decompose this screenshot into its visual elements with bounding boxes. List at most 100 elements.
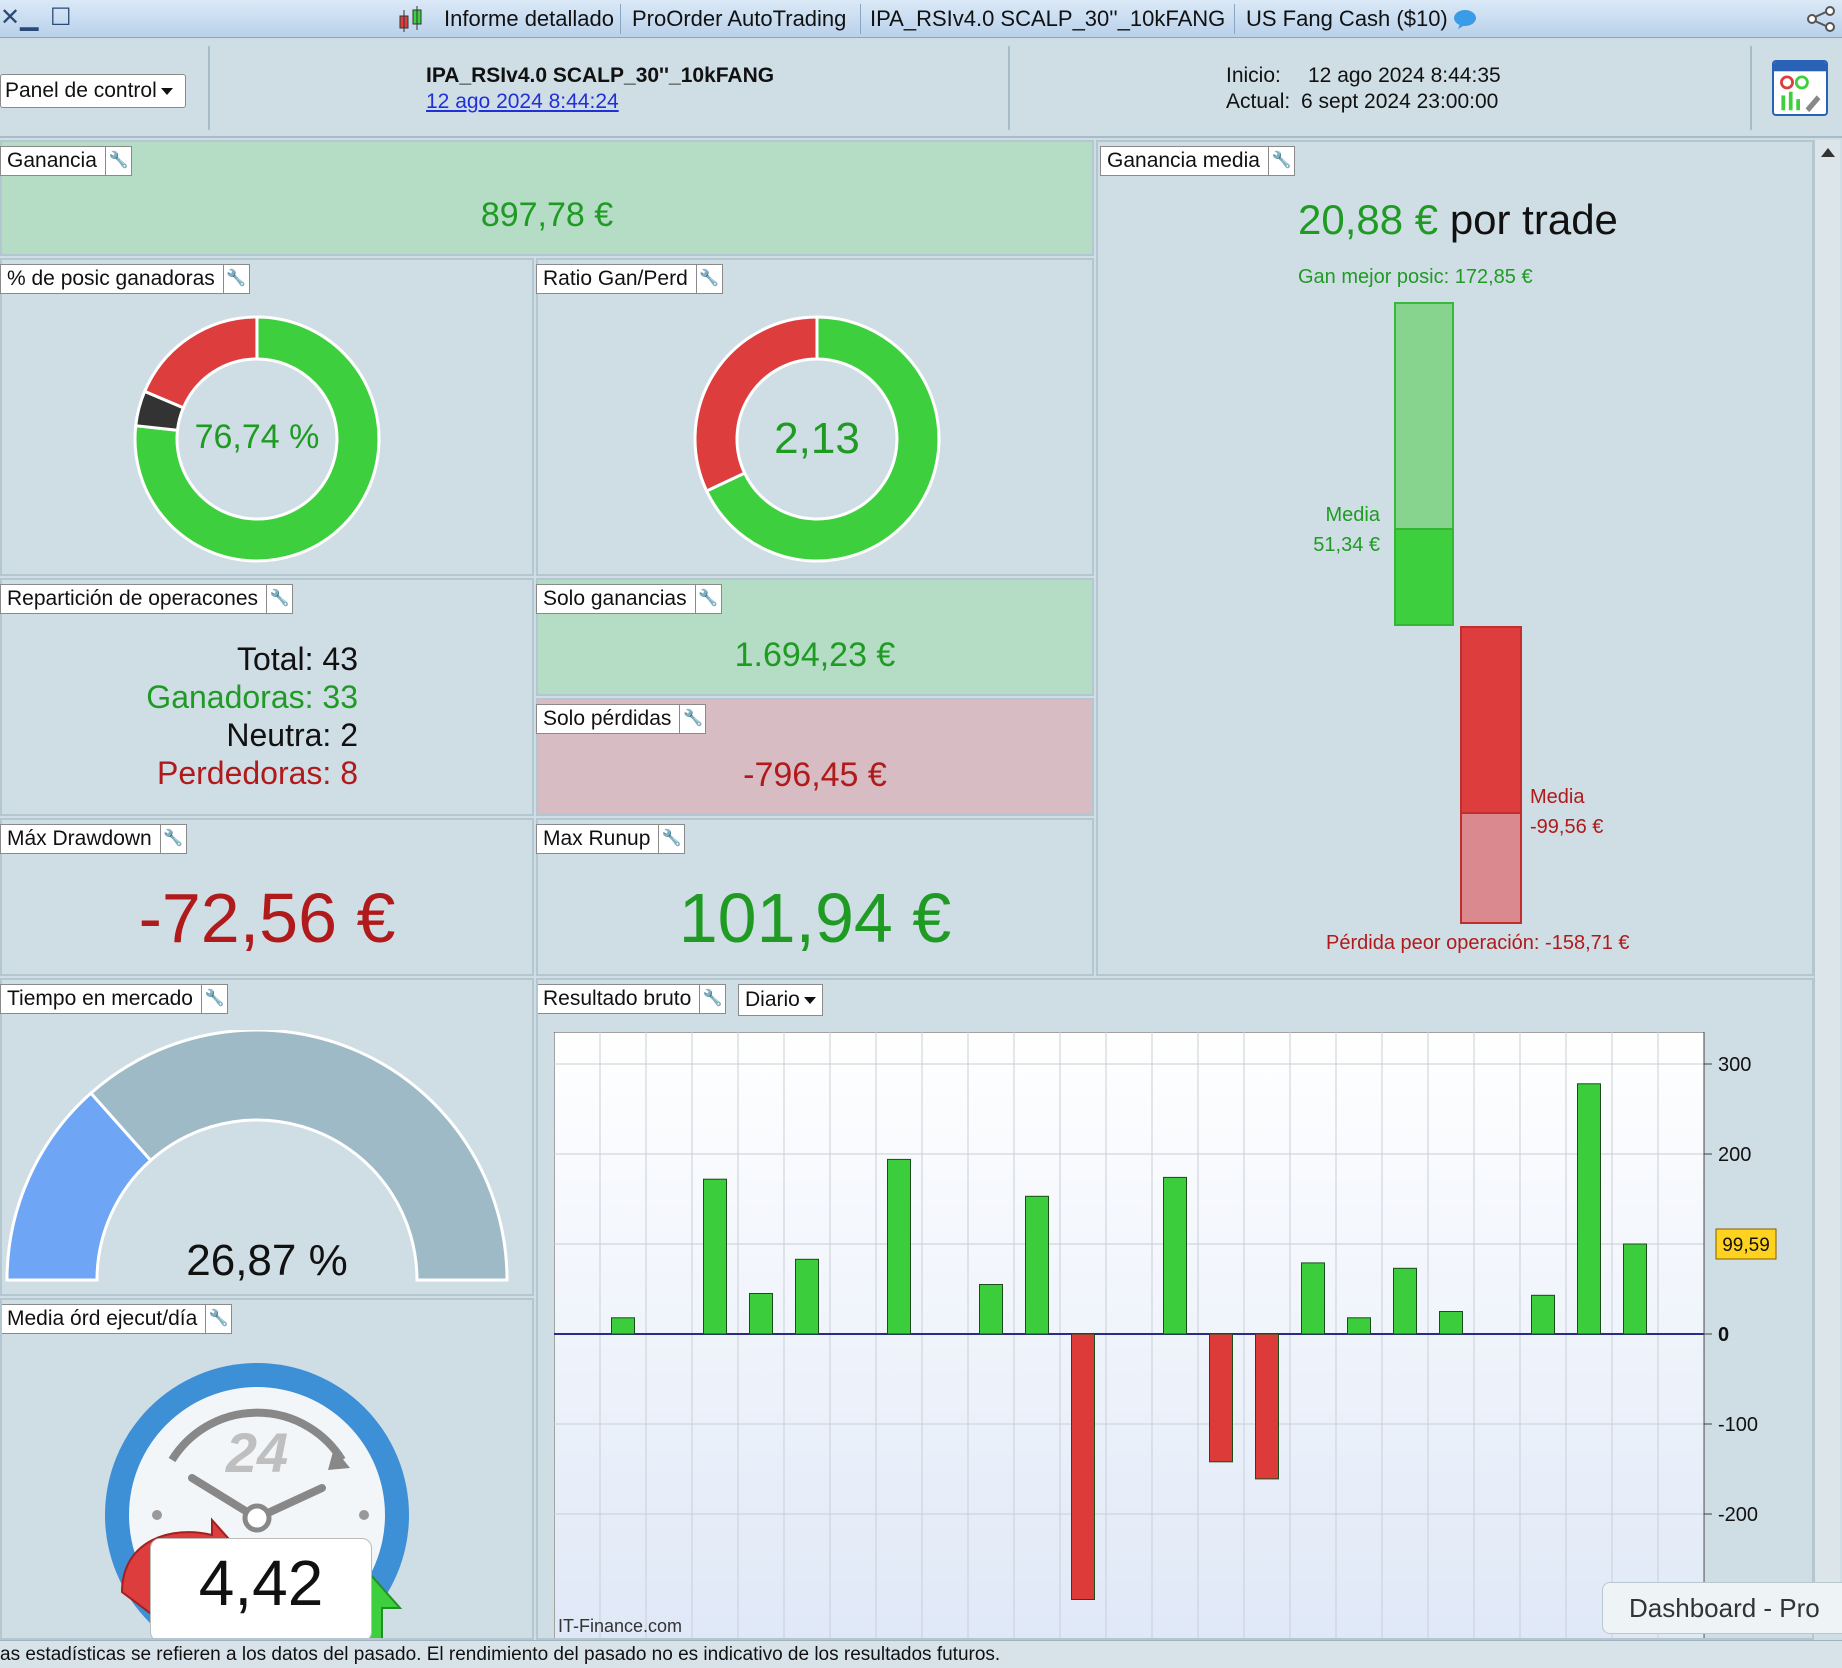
bar-11 bbox=[1025, 1195, 1049, 1335]
close-icon[interactable]: ✕ bbox=[0, 4, 21, 31]
wrench-icon[interactable]: 🔧 bbox=[104, 147, 131, 175]
perdedoras-count: Perdedoras: 8 bbox=[156, 755, 358, 791]
bar-18 bbox=[1347, 1317, 1371, 1335]
chat-bubble-icon[interactable] bbox=[1452, 8, 1478, 30]
wrench-icon[interactable]: 🔧 bbox=[159, 825, 186, 853]
dashboard-tab[interactable]: Dashboard - Pro bbox=[1602, 1582, 1842, 1634]
total-count: Total: 43 bbox=[237, 641, 358, 677]
resultado-bar-chart: 300 200 0 -100 -200 99,59 IT-Finance.com bbox=[554, 1032, 1800, 1638]
bar-12 bbox=[1071, 1333, 1095, 1600]
ganancia-media-value: 20,88 € bbox=[1298, 196, 1439, 243]
bar-19 bbox=[1393, 1267, 1417, 1335]
media-ord-label: Media órd ejecut/día bbox=[7, 1307, 198, 1330]
solo-perdidas-label-tab[interactable]: Solo pérdidas 🔧 bbox=[536, 704, 707, 734]
win-segment bbox=[133, 315, 381, 563]
reparticion-label: Repartición de operacones bbox=[7, 587, 258, 610]
tab-instrument[interactable]: US Fang Cash ($10) bbox=[1246, 6, 1448, 31]
tiempo-value: 26,87 % bbox=[186, 1236, 348, 1285]
bar-2 bbox=[611, 1317, 635, 1335]
actual-label: Actual: bbox=[1226, 90, 1291, 113]
ratio-label-tab[interactable]: Ratio Gan/Perd 🔧 bbox=[536, 264, 723, 294]
scroll-up-icon[interactable] bbox=[1821, 148, 1835, 157]
resultado-panel: Resultado bruto 🔧 Diario 300 200 0 -100 -200 9… bbox=[536, 978, 1814, 1640]
wrench-icon[interactable]: 🔧 bbox=[1267, 147, 1294, 175]
ganancia-label-tab[interactable]: Ganancia 🔧 bbox=[0, 146, 132, 176]
runup-label-tab[interactable]: Max Runup 🔧 bbox=[536, 824, 686, 854]
bar-14 bbox=[1163, 1176, 1187, 1335]
drawdown-label-tab[interactable]: Máx Drawdown 🔧 bbox=[0, 824, 187, 854]
wrench-icon[interactable]: 🔧 bbox=[200, 985, 227, 1013]
y-tick-label: 300 bbox=[1718, 1054, 1751, 1076]
media-neg-value: -99,56 € bbox=[1530, 816, 1604, 838]
posic-ganadoras-label-tab[interactable]: % de posic ganadoras 🔧 bbox=[0, 264, 250, 294]
bar-10 bbox=[979, 1284, 1003, 1335]
candlestick-icon bbox=[399, 6, 422, 32]
ganancia-media-label: Ganancia media bbox=[1107, 149, 1260, 172]
wrench-icon[interactable]: 🔧 bbox=[679, 705, 705, 733]
tab-proorder-autotrading[interactable]: ProOrder AutoTrading bbox=[632, 6, 847, 31]
bar-5 bbox=[749, 1293, 773, 1335]
share-icon[interactable] bbox=[1804, 6, 1838, 32]
wrench-icon[interactable]: 🔧 bbox=[699, 985, 725, 1013]
tiempo-label-tab[interactable]: Tiempo en mercado 🔧 bbox=[0, 984, 228, 1014]
reparticion-label-tab[interactable]: Repartición de operacones 🔧 bbox=[0, 584, 293, 614]
wrench-icon[interactable]: 🔧 bbox=[222, 265, 249, 293]
ratio-panel: Ratio Gan/Perd 🔧 2,13 bbox=[536, 258, 1094, 576]
wrench-icon[interactable]: 🔧 bbox=[695, 265, 722, 293]
y-tick-label: -100 bbox=[1718, 1414, 1758, 1436]
bar-17 bbox=[1301, 1262, 1325, 1335]
media-ord-label-tab[interactable]: Media órd ejecut/día 🔧 bbox=[2, 1304, 233, 1334]
minimize-icon[interactable]: ▁ bbox=[20, 4, 39, 31]
bar-16 bbox=[1255, 1333, 1279, 1480]
bar-6 bbox=[795, 1258, 819, 1335]
drawdown-value: -72,56 € bbox=[138, 879, 396, 957]
ganancia-label: Ganancia bbox=[7, 149, 97, 172]
wrench-icon[interactable]: 🔧 bbox=[658, 825, 684, 853]
strategy-name: IPA_RSIv4.0 SCALP_30''_10kFANG bbox=[426, 64, 775, 87]
vertical-scrollbar[interactable] bbox=[1814, 140, 1840, 1582]
ganancia-media-suffix: por trade bbox=[1449, 196, 1618, 243]
runup-label: Max Runup bbox=[543, 827, 651, 850]
posic-ganadoras-value: 76,74 % bbox=[194, 418, 320, 456]
media-neg-label: Media bbox=[1530, 786, 1585, 808]
title-bar: ✕ ▁ ☐ Informe detallado ProOrder AutoTra… bbox=[0, 0, 1842, 38]
solo-ganancias-label: Solo ganancias bbox=[543, 587, 687, 610]
ganadoras-count: Ganadoras: 33 bbox=[146, 679, 358, 715]
best-trade: Gan mejor posic: 172,85 € bbox=[1298, 266, 1533, 288]
ratio-label: Ratio Gan/Perd bbox=[543, 267, 688, 290]
inicio-label: Inicio: bbox=[1226, 64, 1281, 87]
bar-22 bbox=[1531, 1294, 1555, 1335]
best-trade-bar bbox=[1394, 302, 1454, 530]
dial-text: 24 bbox=[225, 1421, 288, 1484]
solo-perdidas-label: Solo pérdidas bbox=[543, 707, 672, 730]
wrench-icon[interactable]: 🔧 bbox=[205, 1305, 231, 1333]
period-label: Diario bbox=[745, 988, 800, 1011]
wrench-icon[interactable]: 🔧 bbox=[266, 585, 292, 613]
panel-de-control-dropdown[interactable]: Panel de control bbox=[0, 74, 186, 108]
resultado-label-tab[interactable]: Resultado bruto 🔧 bbox=[538, 984, 727, 1014]
worst-trade-bar bbox=[1460, 812, 1522, 924]
period-dropdown[interactable]: Diario bbox=[738, 984, 823, 1016]
maximize-icon[interactable]: ☐ bbox=[50, 4, 72, 31]
win-rate-donut bbox=[133, 315, 381, 563]
tab-strategy[interactable]: IPA_RSIv4.0 SCALP_30''_10kFANG bbox=[870, 6, 1226, 31]
last-value-text: 99,59 bbox=[1722, 1235, 1770, 1256]
chevron-down-icon bbox=[803, 996, 816, 1004]
watermark: IT-Finance.com bbox=[558, 1616, 682, 1636]
tiempo-label: Tiempo en mercado bbox=[7, 987, 193, 1010]
media-pos-label: Media bbox=[1325, 504, 1380, 526]
tab-informe-detallado[interactable]: Informe detallado bbox=[444, 6, 614, 31]
strategy-date-link[interactable]: 12 ago 2024 8:44:24 bbox=[426, 90, 619, 113]
bar-4 bbox=[703, 1178, 727, 1335]
gain-segment bbox=[704, 315, 941, 563]
solo-ganancias-label-tab[interactable]: Solo ganancias 🔧 bbox=[536, 584, 722, 614]
wrench-icon[interactable]: 🔧 bbox=[694, 585, 721, 613]
ratio-donut bbox=[693, 315, 941, 563]
ganancia-value: 897,78 € bbox=[480, 196, 614, 234]
ganancia-media-label-tab[interactable]: Ganancia media 🔧 bbox=[1100, 146, 1295, 176]
chevron-down-icon bbox=[160, 87, 173, 95]
solo-perdidas-value: -796,45 € bbox=[743, 756, 887, 794]
ganancia-panel: Ganancia 🔧 897,78 € bbox=[0, 140, 1094, 256]
report-icon[interactable] bbox=[1772, 60, 1828, 116]
posic-ganadoras-label: % de posic ganadoras bbox=[7, 267, 215, 290]
